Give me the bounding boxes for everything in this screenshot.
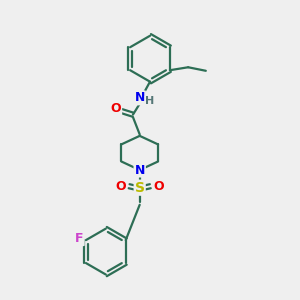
Text: S: S xyxy=(135,181,145,195)
Text: N: N xyxy=(134,92,145,104)
Text: O: O xyxy=(153,180,164,193)
Text: F: F xyxy=(75,232,84,245)
Text: H: H xyxy=(146,96,154,106)
Text: N: N xyxy=(134,164,145,176)
Text: O: O xyxy=(116,180,126,193)
Text: O: O xyxy=(110,102,121,115)
